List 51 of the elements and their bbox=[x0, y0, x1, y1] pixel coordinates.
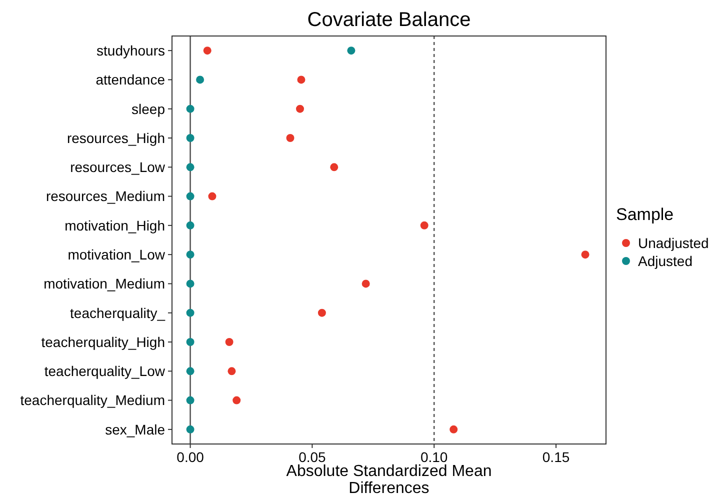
x-tick-label: 0.10 bbox=[420, 449, 448, 465]
legend-label: Adjusted bbox=[638, 252, 692, 269]
point bbox=[581, 250, 590, 259]
y-tick-label: sex_Male bbox=[105, 421, 166, 438]
point bbox=[186, 250, 194, 259]
point bbox=[420, 221, 428, 230]
chart-title: Covariate Balance bbox=[307, 9, 471, 31]
y-tick-label: resources_Medium bbox=[46, 188, 165, 204]
y-tick-label: motivation_Low bbox=[68, 246, 166, 262]
x-axis-title: Absolute Standardized Mean Differences bbox=[285, 463, 493, 497]
y-tick-label: teacherquality_High bbox=[41, 334, 165, 350]
point bbox=[186, 367, 194, 376]
x-tick-label: 0.05 bbox=[298, 449, 326, 465]
point bbox=[225, 338, 234, 346]
point bbox=[347, 46, 356, 55]
y-tick-label: teacherquality_Low bbox=[44, 363, 166, 380]
point bbox=[203, 46, 212, 55]
point bbox=[450, 425, 458, 434]
point bbox=[297, 76, 306, 84]
point bbox=[318, 308, 326, 317]
y-tick-label: resources_High bbox=[66, 130, 165, 146]
point bbox=[330, 163, 338, 172]
y-tick-label: teacherquality_ bbox=[70, 304, 166, 321]
point bbox=[232, 396, 241, 404]
point bbox=[186, 338, 194, 346]
y-tick-label: sleep bbox=[132, 100, 166, 117]
point bbox=[186, 425, 194, 434]
y-tick-label: attendance bbox=[96, 72, 166, 88]
legend-label: Unadjusted bbox=[638, 234, 709, 251]
point bbox=[186, 104, 194, 113]
point bbox=[186, 221, 194, 230]
point bbox=[186, 396, 194, 404]
point bbox=[228, 367, 236, 376]
point bbox=[296, 104, 304, 113]
x-tick-label: 0.00 bbox=[176, 449, 204, 465]
point bbox=[208, 192, 216, 200]
x-tick-label: 0.15 bbox=[542, 449, 570, 465]
point bbox=[186, 280, 194, 288]
point bbox=[362, 280, 370, 288]
y-tick-label: motivation_Medium bbox=[44, 276, 165, 292]
point bbox=[186, 192, 194, 200]
legend-title: Sample bbox=[616, 205, 674, 224]
y-tick-label: resources_Low bbox=[70, 159, 166, 176]
point bbox=[196, 76, 204, 84]
y-tick-label: studyhours bbox=[96, 42, 165, 58]
point bbox=[286, 134, 294, 142]
point bbox=[186, 134, 194, 142]
y-tick-label: teacherquality_Medium bbox=[20, 392, 165, 408]
point bbox=[186, 308, 194, 317]
y-tick-label: motivation_High bbox=[64, 217, 165, 234]
point bbox=[186, 163, 194, 172]
